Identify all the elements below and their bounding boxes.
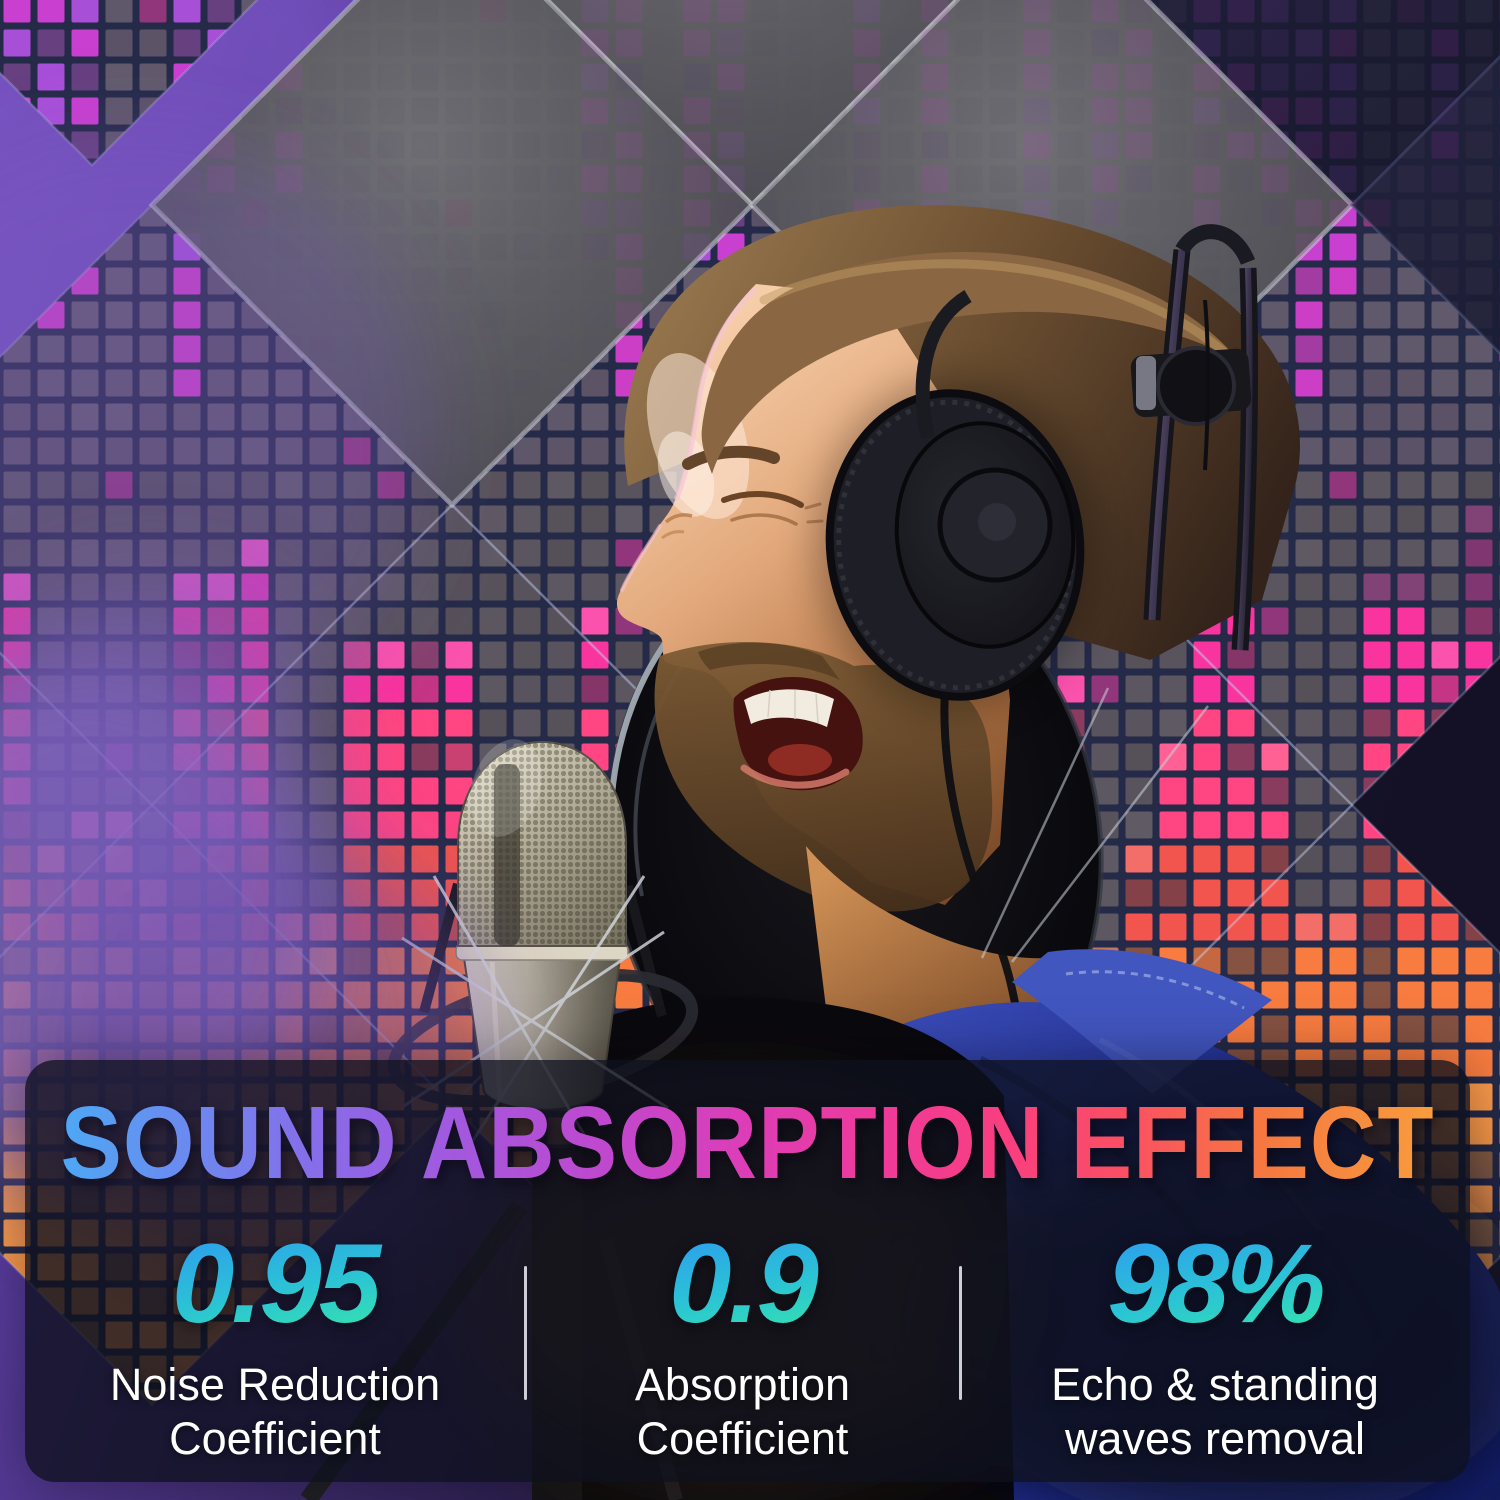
stat-label: Noise Reduction Coefficient [109,1359,441,1464]
headband-wire [1203,299,1211,471]
lower-lip [740,764,850,789]
stat-label: Echo & standing waves removal [1051,1359,1379,1464]
collar-stitching [1065,970,1245,1010]
stat-echo-removal: 98% Echo & standing waves removal [960,1228,1470,1466]
stat-label: Absorption Coefficient [634,1359,851,1464]
nose-scrunch-line [664,513,693,524]
stat-value: 98% [1095,1228,1334,1350]
stand-wires [980,687,1209,963]
panel-title: SOUND ABSORPTION EFFECT [25,1086,1470,1201]
stat-absorption: 0.9 Absorption Coefficient [525,1228,960,1466]
stat-noise-reduction: 0.95 Noise Reduction Coefficient [25,1228,525,1466]
stat-divider [959,1266,962,1400]
nose-scrunch-line2 [661,530,685,540]
nose-rim-light [620,524,662,592]
headband-hinge-disc [1156,346,1236,426]
stats-row: 0.95 Noise Reduction Coefficient 0.9 Abs… [25,1228,1470,1466]
stat-divider [524,1266,527,1400]
stat-value: 0.95 [160,1228,390,1350]
stat-value: 0.9 [657,1228,828,1350]
closed-eye [721,490,804,508]
ear-cup-cap [978,503,1016,541]
clamp-metal [1136,356,1156,410]
eye-crease [730,513,798,526]
tongue [768,744,832,776]
mic-glare [470,739,542,837]
headphones-illustration [817,224,1259,710]
teeth-gaps [767,689,819,724]
hair-front [701,252,1240,474]
cup-yoke [915,290,972,440]
headband-top-connector [1175,224,1255,266]
mic-grille-stripe [494,764,520,946]
haze-back [0,140,430,720]
denim-collar [1012,949,1272,1094]
teeth [744,689,834,727]
rim-light [674,287,757,501]
mustache [698,642,840,680]
open-mouth [733,676,863,791]
info-panel: SOUND ABSORPTION EFFECT 0.95 Noise Reduc… [25,1060,1470,1482]
eyebrow [682,445,780,470]
shock-mount-cords [401,875,669,1143]
